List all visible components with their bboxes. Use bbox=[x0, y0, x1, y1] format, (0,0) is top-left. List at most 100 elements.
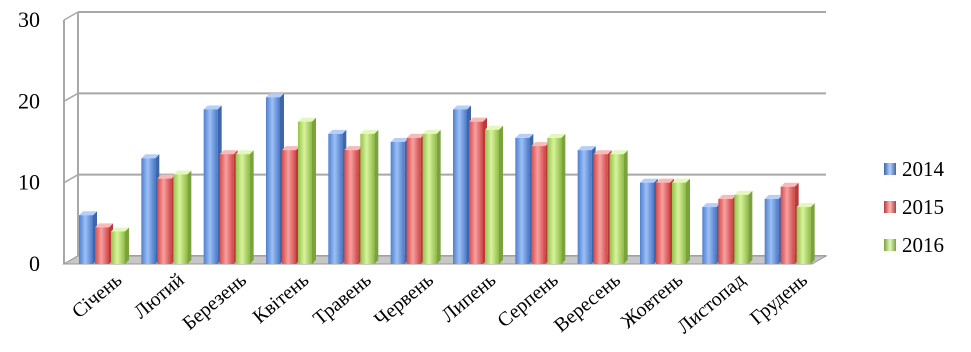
legend-item: 2014 bbox=[884, 150, 970, 188]
bar-top bbox=[422, 129, 441, 134]
bar-front bbox=[453, 109, 467, 264]
y-tick-label: 10 bbox=[18, 170, 40, 195]
bar-front bbox=[173, 174, 188, 264]
bar-front bbox=[344, 150, 359, 264]
bar-top bbox=[764, 194, 783, 199]
x-tick-label: Березень bbox=[178, 269, 250, 335]
x-tick-label: Січень bbox=[68, 269, 126, 323]
bar-front bbox=[515, 137, 530, 264]
bar-side bbox=[436, 129, 441, 264]
bar-front bbox=[531, 146, 546, 264]
x-tick-label: Квітень bbox=[249, 269, 314, 328]
bar bbox=[702, 203, 721, 264]
bar bbox=[780, 182, 799, 264]
legend-label: 2014 bbox=[902, 156, 944, 181]
bar-top bbox=[298, 117, 316, 122]
bar bbox=[640, 178, 658, 264]
bar-top bbox=[469, 117, 487, 122]
bar-front bbox=[640, 182, 654, 264]
bar-front bbox=[141, 158, 156, 264]
x-tick-label: Липень bbox=[437, 269, 500, 327]
bar-side bbox=[312, 117, 316, 265]
bar-side bbox=[187, 170, 192, 264]
y-tick-label: 30 bbox=[18, 7, 40, 32]
bar-front bbox=[734, 194, 749, 264]
bar bbox=[577, 146, 596, 264]
bar bbox=[111, 227, 129, 264]
bar bbox=[515, 133, 534, 264]
bar-top bbox=[219, 150, 238, 155]
bar-front bbox=[609, 154, 624, 264]
bar bbox=[593, 150, 612, 264]
legend-label: 2015 bbox=[902, 194, 944, 219]
y-tick-label: 0 bbox=[29, 251, 40, 276]
bar bbox=[282, 146, 300, 264]
bar-top bbox=[672, 178, 690, 183]
bar-top bbox=[203, 105, 222, 110]
bar bbox=[453, 105, 471, 264]
bar-front bbox=[547, 137, 562, 264]
bar-top bbox=[577, 146, 596, 151]
bar-top bbox=[173, 170, 192, 175]
bar-top bbox=[547, 133, 566, 138]
x-tick-label: Вересень bbox=[550, 269, 625, 337]
bar-front bbox=[282, 150, 296, 264]
bar-top bbox=[390, 138, 409, 142]
bar-top bbox=[609, 150, 628, 155]
legend-swatch bbox=[884, 201, 896, 213]
bar bbox=[95, 223, 113, 264]
bar bbox=[173, 170, 192, 264]
x-tick-label: Листопад bbox=[673, 269, 749, 338]
bar bbox=[328, 129, 347, 264]
bar-front bbox=[203, 109, 218, 264]
bar-top bbox=[282, 146, 300, 151]
bar-front bbox=[79, 215, 93, 264]
bar bbox=[390, 138, 409, 264]
bar-top bbox=[453, 105, 471, 110]
bar-front bbox=[95, 227, 109, 264]
bar bbox=[360, 129, 379, 264]
x-tick-label: Травень bbox=[309, 269, 376, 330]
gridline-side bbox=[63, 11, 79, 21]
bar-top bbox=[734, 190, 753, 195]
bar-top bbox=[780, 182, 799, 187]
bar bbox=[796, 203, 815, 264]
bar bbox=[266, 93, 284, 265]
bar-side bbox=[561, 133, 566, 264]
bar-side bbox=[125, 227, 129, 264]
bar-side bbox=[623, 150, 628, 264]
bar bbox=[79, 211, 97, 264]
bar-top bbox=[640, 178, 658, 183]
bar-side bbox=[499, 125, 503, 264]
legend-label: 2016 bbox=[902, 232, 944, 257]
x-tick-label: Грудень bbox=[746, 269, 812, 329]
x-tick-label: Лютий bbox=[130, 269, 189, 324]
bar bbox=[344, 146, 363, 264]
x-tick-label: Червень bbox=[370, 269, 438, 331]
bar bbox=[141, 154, 160, 264]
bar bbox=[547, 133, 566, 264]
bar-front bbox=[672, 182, 686, 264]
bar-top bbox=[344, 146, 363, 151]
bar-top bbox=[702, 203, 721, 208]
bar-top bbox=[656, 178, 674, 183]
bar-top bbox=[79, 211, 97, 216]
bar-front bbox=[235, 154, 250, 264]
bar-top bbox=[266, 93, 284, 98]
bar-side bbox=[374, 129, 379, 264]
bar-side bbox=[686, 178, 690, 264]
legend-item: 2015 bbox=[884, 188, 970, 226]
legend: 2014 2015 2016 bbox=[884, 150, 970, 264]
bar-front bbox=[780, 186, 795, 264]
bar-front bbox=[469, 121, 483, 265]
bar-side bbox=[748, 190, 753, 264]
bar-top bbox=[593, 150, 612, 155]
bar-top bbox=[406, 133, 425, 138]
bar bbox=[734, 190, 753, 264]
bar-side bbox=[810, 203, 815, 264]
bar bbox=[485, 125, 503, 264]
bar-side bbox=[249, 150, 254, 264]
bar-front bbox=[593, 154, 608, 264]
bar bbox=[764, 194, 783, 264]
